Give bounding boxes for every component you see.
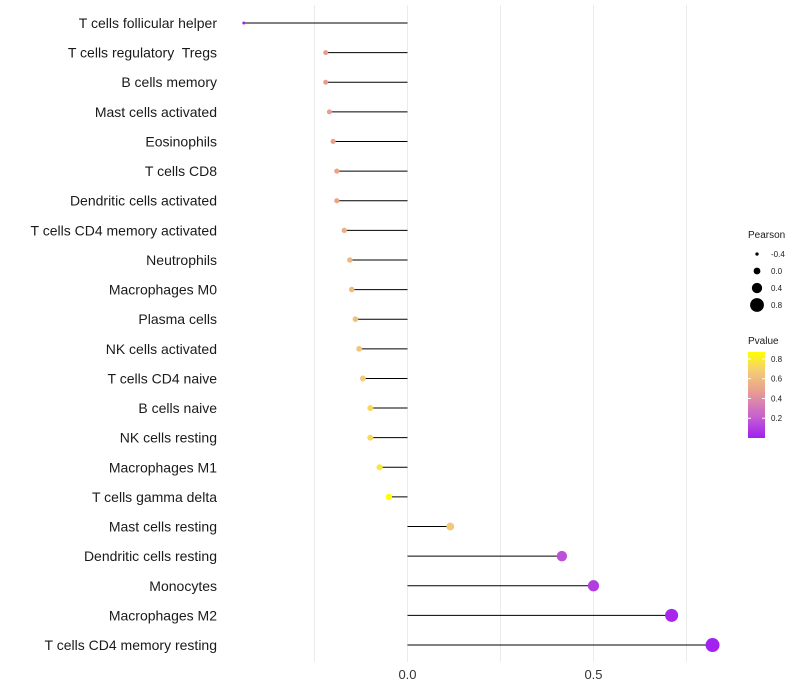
- lollipop-point: [347, 257, 353, 263]
- lollipop-point: [330, 138, 336, 145]
- y-axis-label: T cells CD4 memory resting: [45, 637, 217, 653]
- lollipop-point: [705, 638, 720, 653]
- color-legend-label: 0.4: [771, 394, 783, 403]
- x-tick-label: 0.0: [398, 667, 416, 682]
- y-axis-label: Eosinophils: [145, 133, 217, 149]
- size-legend-key: [751, 282, 763, 294]
- size-legend-title: Pearson: [748, 230, 785, 241]
- data-marks: [242, 21, 720, 653]
- y-axis-label: Dendritic cells resting: [84, 548, 217, 564]
- lollipop-point: [242, 21, 246, 25]
- y-axis-label: T cells gamma delta: [92, 489, 217, 505]
- lollipop-point: [367, 405, 374, 412]
- lollipop-point: [359, 375, 366, 382]
- y-axis-label: B cells naive: [138, 400, 217, 416]
- size-legend-label: 0.0: [771, 267, 783, 276]
- y-axis-label: T cells regulatory Tregs: [68, 45, 217, 61]
- lollipop-point: [367, 434, 374, 441]
- x-axis-ticks: 0.0 0.5: [398, 667, 602, 682]
- color-bar: [748, 352, 765, 438]
- y-axis-label: Plasma cells: [138, 311, 217, 327]
- y-axis-label: NK cells activated: [106, 341, 217, 357]
- y-axis-label: Mast cells activated: [95, 104, 217, 120]
- lollipop-point: [323, 50, 329, 56]
- y-axis-label: Macrophages M0: [109, 282, 217, 298]
- y-axis-label: T cells follicular helper: [79, 15, 218, 31]
- size-legend-label: 0.4: [771, 284, 783, 293]
- color-legend: Pvalue 0.8 0.6 0.4 0.2: [748, 336, 783, 438]
- lollipop-point: [348, 286, 355, 293]
- y-axis-label: Macrophages M1: [109, 459, 217, 475]
- y-axis-label: Dendritic cells activated: [70, 193, 217, 209]
- y-axis-label: T cells CD4 memory activated: [31, 222, 217, 238]
- size-legend-label: -0.4: [771, 250, 785, 259]
- color-legend-label: 0.2: [771, 414, 783, 423]
- x-tick-label: 0.5: [584, 667, 602, 682]
- y-axis-label: T cells CD8: [145, 163, 217, 179]
- y-axis-label: Neutrophils: [146, 252, 217, 268]
- y-axis-label: T cells CD4 naive: [108, 370, 218, 386]
- y-axis-label: Mast cells resting: [109, 519, 217, 535]
- lollipop-point: [556, 550, 568, 562]
- size-legend-key: [755, 252, 759, 256]
- y-axis-label: B cells memory: [121, 74, 217, 90]
- size-legend-label: 0.8: [771, 301, 783, 310]
- y-axis-label: Monocytes: [149, 578, 217, 594]
- lollipop-point: [334, 168, 340, 174]
- color-legend-title: Pvalue: [748, 336, 779, 347]
- lollipop-point: [323, 79, 329, 85]
- lollipop-point: [446, 522, 455, 531]
- lollipop-point: [341, 227, 347, 234]
- lollipop-point: [376, 464, 383, 471]
- y-axis-labels: T cells follicular helper T cells regulat…: [31, 15, 218, 653]
- lollipop-point: [587, 580, 600, 592]
- lollipop-point: [334, 198, 340, 204]
- y-axis-label: NK cells resting: [120, 430, 217, 446]
- lollipop-point: [352, 316, 359, 323]
- size-legend: Pearson -0.4 0.0 0.4 0.8: [748, 230, 785, 312]
- lollipop-point: [385, 493, 393, 501]
- legend: Pearson -0.4 0.0 0.4 0.8 Pvalue 0.8 0.6 0.4 0.2: [748, 230, 785, 438]
- y-axis-label: Macrophages M2: [109, 607, 217, 623]
- color-legend-label: 0.8: [771, 355, 783, 364]
- lollipop-point: [356, 345, 362, 352]
- size-legend-key: [753, 267, 761, 275]
- grid-lines: [314, 5, 687, 662]
- size-legend-key: [750, 298, 764, 312]
- color-legend-label: 0.6: [771, 375, 783, 384]
- lollipop-point: [665, 608, 679, 622]
- lollipop-point: [326, 109, 332, 115]
